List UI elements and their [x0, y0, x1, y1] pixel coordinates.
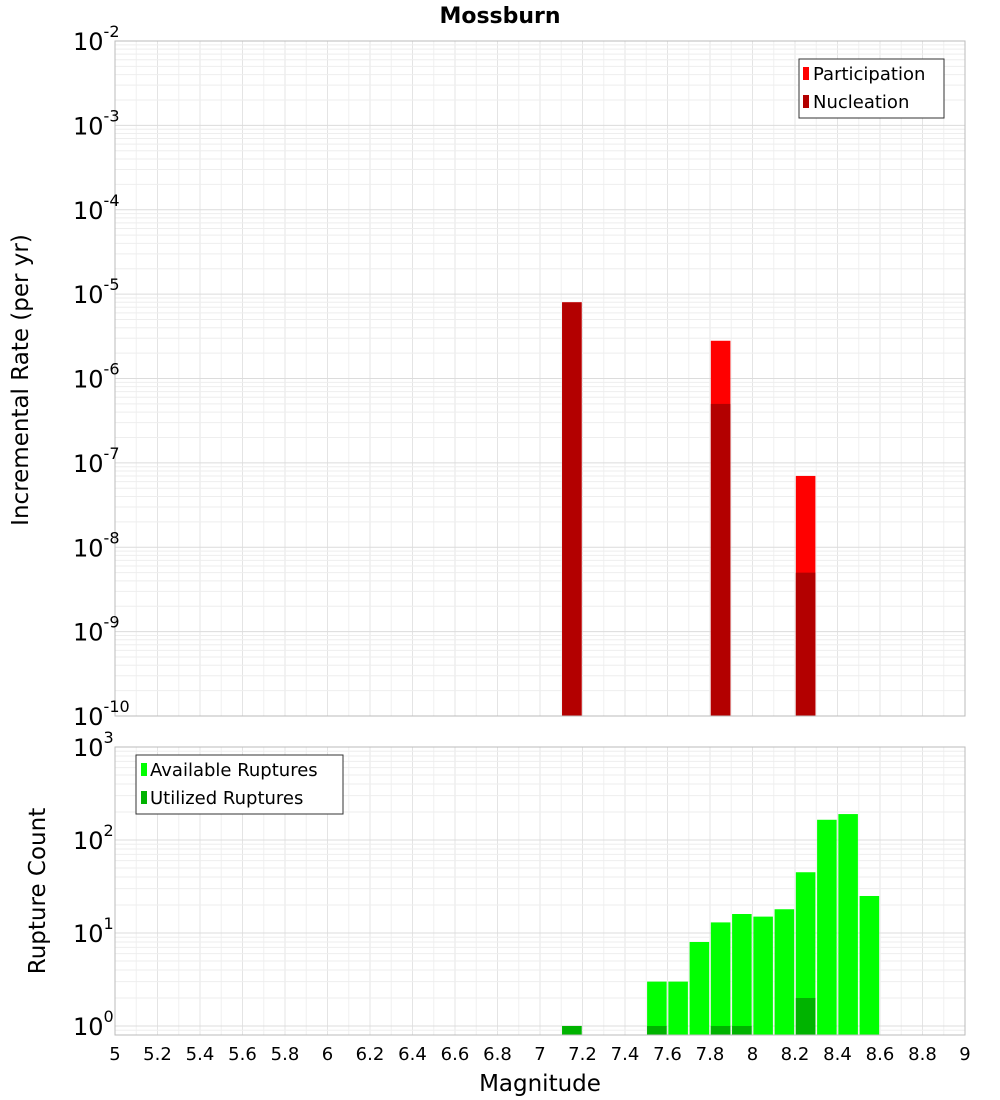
x-tick-label: 6 [322, 1044, 333, 1065]
bottom-bar-series1 [647, 981, 667, 1035]
bottom-plot-frame [114, 746, 966, 1036]
x-tick-label: 7.4 [611, 1044, 640, 1065]
bottom-bar-series1 [668, 981, 688, 1035]
top-legend: Participation Nucleation [798, 58, 945, 119]
x-tick-label: 8.2 [781, 1044, 810, 1065]
y-tick-label: 10-6 [73, 360, 120, 394]
x-tick-label: 7.8 [696, 1044, 725, 1065]
bottom-y-tick-labels: 100 101 102 103 [73, 728, 114, 1041]
bottom-bar-series1 [710, 922, 731, 1035]
bottom-bar-series2 [562, 1025, 582, 1035]
bottom-y-axis-label: Rupture Count [25, 808, 51, 974]
x-tick-label: 8.4 [823, 1044, 852, 1065]
bottom-bar-series1 [838, 814, 858, 1035]
x-tick-label: 8.8 [908, 1044, 937, 1065]
bottom-bar-series1 [753, 916, 773, 1035]
y-tick-label: 10-9 [73, 613, 120, 647]
x-tick-labels: 5 5.2 5.4 5.6 5.8 6 6.2 6.4 6.6 6.8 7 7.2 7.4 7.6 7.8 8… [109, 1044, 970, 1065]
chart-title: Mossburn [439, 4, 560, 29]
top-chart-grid [114, 41, 966, 717]
y-tick-label: 10-5 [73, 275, 120, 309]
y-tick-label: 101 [73, 914, 114, 948]
bottom-bar-series2 [795, 997, 816, 1035]
x-tick-label: 6.4 [398, 1044, 427, 1065]
top-bar-series2 [710, 403, 731, 716]
x-tick-label: 5 [109, 1044, 120, 1065]
y-tick-label: 10-4 [73, 191, 120, 225]
bottom-chart-bars [562, 814, 880, 1035]
y-tick-label: 100 [73, 1007, 114, 1041]
top-chart-bars [562, 302, 816, 716]
legend-label-participation: Participation [813, 64, 925, 85]
y-tick-label: 10-8 [73, 528, 120, 562]
x-tick-label: 8.6 [866, 1044, 895, 1065]
legend-label-available: Available Ruptures [150, 760, 318, 781]
x-tick-label: 5.6 [228, 1044, 257, 1065]
bottom-bar-series2 [647, 1025, 667, 1035]
x-tick-label: 5.8 [271, 1044, 300, 1065]
bottom-bar-series1 [732, 914, 752, 1035]
top-bar-series2 [562, 302, 582, 716]
y-tick-label: 10-7 [73, 444, 120, 478]
legend-swatch-utilized [141, 791, 147, 804]
y-tick-label: 10-10 [73, 697, 130, 731]
legend-label-utilized: Utilized Ruptures [150, 788, 303, 809]
top-bar-series2 [795, 572, 816, 716]
bottom-bar-series1 [859, 895, 880, 1035]
y-tick-label: 102 [73, 821, 114, 855]
legend-swatch-available [141, 763, 147, 776]
x-tick-label: 6.2 [356, 1044, 385, 1065]
x-tick-label: 7.6 [653, 1044, 682, 1065]
x-tick-label: 9 [959, 1044, 970, 1065]
x-tick-label: 7 [534, 1044, 545, 1065]
top-plot-frame [114, 40, 966, 717]
bottom-bar-series1 [774, 909, 795, 1035]
x-tick-label: 6.6 [441, 1044, 470, 1065]
y-tick-label: 10-2 [73, 22, 120, 56]
x-tick-label: 8 [747, 1044, 758, 1065]
x-tick-label: 6.8 [483, 1044, 512, 1065]
bottom-legend: Available Ruptures Utilized Ruptures [135, 754, 344, 815]
bottom-bar-series1 [689, 942, 710, 1035]
bottom-bar-series1 [817, 819, 837, 1035]
x-tick-label: 5.4 [186, 1044, 215, 1065]
x-tick-label: 7.2 [568, 1044, 597, 1065]
top-y-tick-labels: 10-10 10-9 10-8 10-7 10-6 10-5 10-4 10-3 10-2 [73, 22, 130, 731]
bottom-bar-series1 [795, 872, 816, 1035]
legend-swatch-participation [803, 67, 809, 80]
top-y-axis-label: Incremental Rate (per yr) [8, 234, 34, 526]
y-tick-label: 103 [73, 728, 114, 762]
bottom-bar-series2 [732, 1025, 752, 1035]
legend-label-nucleation: Nucleation [813, 92, 909, 113]
legend-swatch-nucleation [803, 95, 809, 108]
y-tick-label: 10-3 [73, 106, 120, 140]
x-tick-label: 5.2 [143, 1044, 172, 1065]
bottom-bar-series2 [710, 1025, 731, 1035]
x-axis-label: Magnitude [479, 1071, 601, 1097]
